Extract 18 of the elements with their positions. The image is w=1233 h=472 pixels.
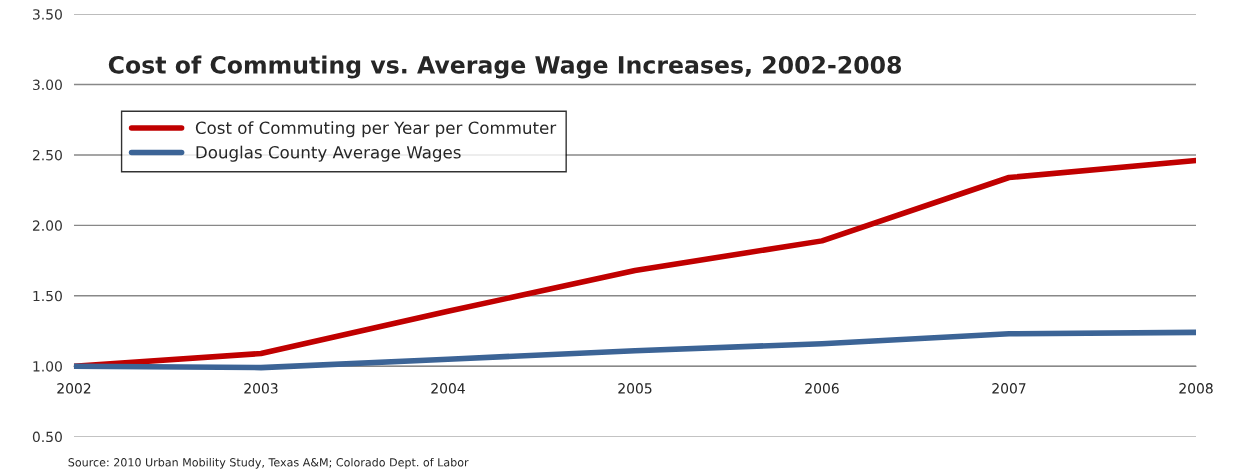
x-tick-label: 2006 [805,383,839,394]
x-tick-label: 2008 [1179,383,1213,394]
y-tick-label: 3.00 [33,79,62,91]
x-tick-label: 2007 [992,383,1026,394]
y-tick-label: 2.00 [32,220,62,231]
y-tick-label: 3.50 [33,9,62,20]
y-tick-label: 0.50 [32,431,62,443]
x-tick-label: 2005 [618,383,652,394]
x-tick-label: 2003 [244,383,278,394]
source-note: Source: 2010 Urban Mobility Study, Texas A&M; Colorado Dept. of Labor [68,457,469,469]
legend-label: Cost of Commuting per Year per Commuter [195,121,557,138]
x-tick-label: 2002 [57,383,91,394]
y-tick-label: 1.50 [33,290,62,302]
text: Cost of Commuting vs. Average Wage Increases, 2002-2008 [108,55,902,79]
y-tick-label: 2.50 [32,149,62,161]
x-tick-label: 2004 [431,383,465,394]
legend-label: Douglas County Average Wages [196,145,461,162]
y-tick-label: 1.00 [33,361,62,372]
